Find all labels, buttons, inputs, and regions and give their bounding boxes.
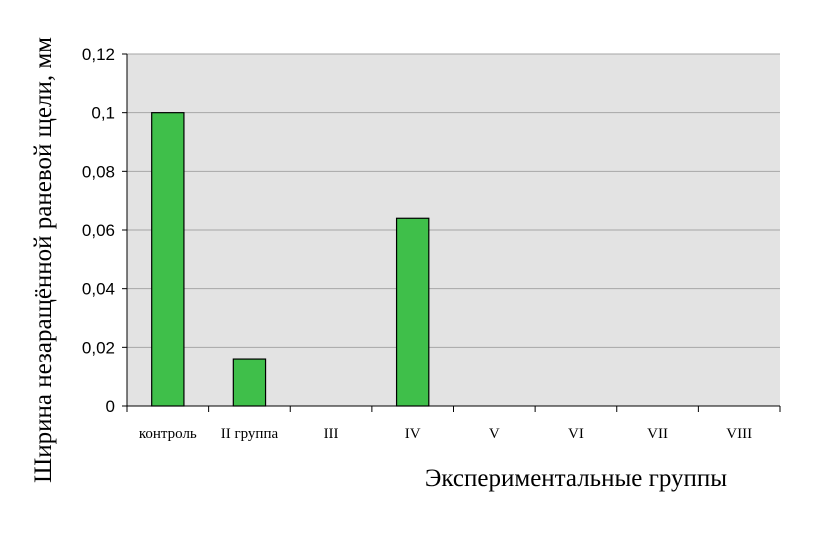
x-tick-label: IV xyxy=(405,426,421,442)
y-axis-ticks: 0 0,02 0,04 0,06 0,08 0,1 0,12 xyxy=(82,45,127,416)
x-axis-title: Экспериментальные группы xyxy=(425,465,727,492)
y-tick-label: 0,04 xyxy=(82,280,115,299)
x-tick-label: VII xyxy=(647,426,668,442)
x-axis-ticks: контроль II группа III IV V VI VII VIII xyxy=(126,406,781,442)
x-tick-label: V xyxy=(489,426,500,442)
x-tick-label: III xyxy=(324,426,339,442)
y-tick-label: 0,02 xyxy=(82,338,115,357)
bar xyxy=(395,217,430,407)
x-tick-label: VI xyxy=(568,426,584,442)
y-tick-label: 0,06 xyxy=(82,221,115,240)
y-tick-label: 0 xyxy=(106,397,115,416)
y-axis-title: Ширина незаращённой раневой щели, мм xyxy=(30,37,57,483)
bars xyxy=(151,112,430,407)
bar xyxy=(151,112,185,407)
bar xyxy=(232,358,267,407)
y-tick-label: 0,08 xyxy=(82,162,115,181)
y-tick-label: 0,1 xyxy=(91,104,115,123)
x-tick-label: контроль xyxy=(139,426,197,442)
gridlines xyxy=(127,53,780,348)
x-tick-label: VIII xyxy=(726,426,752,442)
x-tick-label: II группа xyxy=(221,426,279,442)
y-tick-label: 0,12 xyxy=(82,45,115,64)
